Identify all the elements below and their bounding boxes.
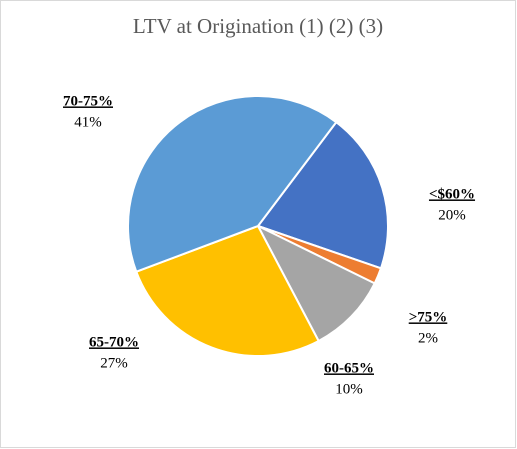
value-label: 10%: [335, 381, 363, 397]
category-label: <$60%: [429, 186, 475, 202]
pie-slice: [127, 95, 338, 274]
category-label: 70-75%: [63, 93, 113, 109]
pie-slice: [256, 120, 389, 270]
category-label: >75%: [409, 309, 448, 325]
value-label: 2%: [418, 330, 438, 346]
value-label: 41%: [74, 114, 102, 130]
value-label: 27%: [100, 355, 128, 371]
pie-slice: [255, 223, 376, 343]
category-label: 65-70%: [89, 334, 139, 350]
pie-slice: [135, 224, 320, 357]
value-label: 20%: [438, 207, 466, 223]
category-label: 60-65%: [324, 360, 374, 376]
chart-title: LTV at Origination (1) (2) (3): [133, 14, 383, 38]
